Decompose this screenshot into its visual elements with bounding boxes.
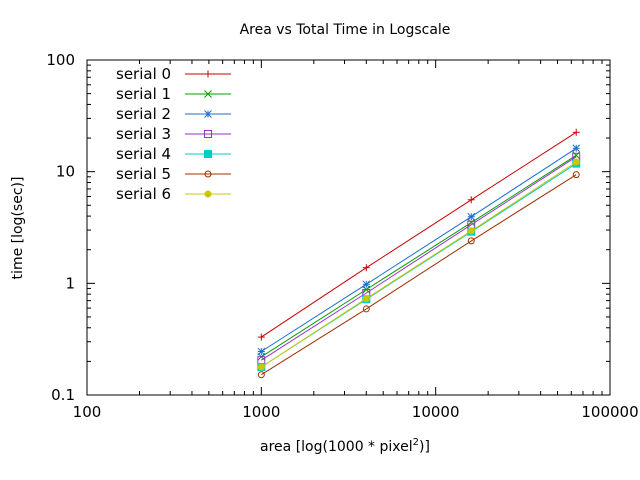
data-point-marker: [204, 90, 212, 98]
plot-frame: [86, 59, 611, 396]
legend-label: serial 2: [116, 105, 171, 123]
data-point-marker: [257, 371, 265, 379]
axis-ticks: 100 1000 10000 100000 0.1 1 10 100: [46, 51, 638, 421]
x-tick-label: 100: [73, 403, 102, 421]
x-axis-label-end: )]: [419, 439, 430, 455]
data-point-marker: [572, 158, 580, 166]
x-tick-label: 1000: [242, 403, 280, 421]
y-tick-label: 100: [46, 51, 75, 69]
data-point-marker: [467, 212, 476, 221]
legend-label: serial 3: [116, 125, 171, 143]
series-line: [261, 174, 577, 376]
x-tick-label: 100000: [581, 403, 638, 421]
data-point-marker: [362, 295, 370, 303]
legend-label: serial 0: [116, 65, 171, 83]
legend-entry: serial 5: [116, 165, 231, 183]
data-point-marker: [467, 227, 475, 235]
data-point-marker: [572, 171, 580, 179]
data-point-marker: [362, 264, 370, 272]
legend-entry: serial 4: [116, 145, 231, 163]
data-point-marker: [204, 110, 212, 118]
series-line: [261, 131, 577, 338]
y-axis-label: time [log(sec)]: [10, 177, 26, 280]
data-point-marker: [204, 70, 212, 78]
legend-label: serial 5: [116, 165, 171, 183]
data-point-marker: [572, 144, 581, 153]
data-point-marker: [362, 305, 370, 313]
legend-entry: serial 2: [116, 105, 231, 123]
series-5: [257, 171, 580, 379]
x-axis-label: area [log(1000 * pixel2)]: [260, 437, 430, 455]
legend-entry: serial 0: [116, 65, 231, 83]
legend-entry: serial 3: [116, 125, 231, 143]
data-point-marker: [257, 363, 265, 371]
series-1: [257, 151, 581, 361]
legend-label: serial 1: [116, 85, 171, 103]
series-2: [257, 144, 581, 356]
data-point-marker: [204, 190, 212, 198]
series-line: [261, 154, 577, 358]
data-point-marker: [467, 218, 476, 227]
y-tick-label: 10: [56, 163, 75, 181]
chart-title: Area vs Total Time in Logscale: [240, 22, 451, 38]
legend-label: serial 6: [116, 185, 171, 203]
data-point-marker: [204, 150, 212, 158]
series-group: [257, 128, 581, 379]
legend-entry: serial 6: [116, 185, 231, 203]
data-point-marker: [204, 130, 212, 138]
legend: serial 0 serial 1 serial 2 serial 3 serial 4…: [116, 65, 231, 203]
series-3: [257, 152, 581, 365]
x-axis-label-main: area [log(1000 * pixel: [260, 439, 413, 455]
data-point-marker: [572, 128, 580, 136]
x-axis-label-superscript: 2: [413, 437, 419, 448]
series-line: [261, 156, 577, 361]
data-point-marker: [362, 280, 371, 289]
legend-label: serial 4: [116, 145, 171, 163]
legend-entry: serial 1: [116, 85, 231, 103]
series-0: [257, 128, 580, 341]
x-tick-label: 10000: [412, 403, 460, 421]
y-tick-label: 1: [65, 274, 75, 292]
series-6: [257, 158, 580, 371]
series-line: [261, 161, 577, 368]
data-point-marker: [257, 333, 265, 341]
data-point-marker: [204, 170, 212, 178]
series-line: [261, 147, 577, 352]
data-point-marker: [467, 196, 475, 204]
data-point-marker: [467, 237, 475, 245]
data-point-marker: [257, 347, 266, 356]
y-tick-label: 0.1: [51, 386, 75, 404]
